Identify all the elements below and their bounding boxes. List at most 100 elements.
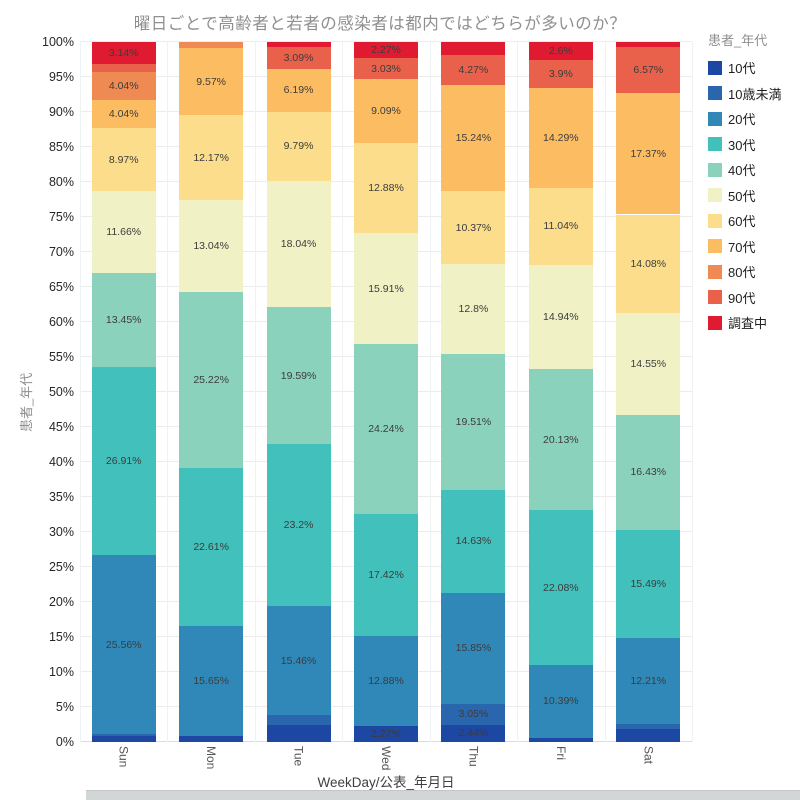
bar-segment[interactable]: 14.08% (616, 214, 681, 314)
bar-segment[interactable] (266, 725, 331, 742)
bar-segment[interactable]: 3.05% (441, 703, 506, 725)
bar-segment[interactable]: 12.17% (179, 115, 244, 201)
bar-segment[interactable]: 17.37% (616, 92, 681, 215)
bar-segment[interactable]: 26.91% (91, 366, 156, 556)
bar-segment[interactable]: 2.27% (354, 726, 418, 742)
bar-segment[interactable]: 24.24% (354, 344, 418, 515)
segment-value-label: 11.04% (543, 220, 579, 233)
y-tick-label: 10% (48, 665, 74, 679)
legend-item[interactable]: 90代 (708, 288, 798, 307)
bar-segment[interactable]: 13.04% (179, 200, 244, 292)
legend-swatch-icon (708, 60, 722, 75)
legend-item[interactable]: 30代 (708, 135, 798, 154)
bar-segment[interactable] (266, 714, 331, 726)
bar-segment[interactable]: 23.2% (266, 444, 331, 607)
bar-segment[interactable]: 15.85% (441, 592, 506, 704)
bar-segment[interactable] (528, 737, 593, 742)
bar-segment[interactable]: 14.55% (616, 313, 681, 415)
bar-segment[interactable]: 12.88% (354, 142, 418, 233)
bar-segment[interactable]: 14.29% (528, 87, 593, 188)
bar-segment[interactable]: 9.09% (354, 79, 418, 143)
segment-value-label: 19.59% (280, 369, 317, 382)
bar-segment[interactable]: 22.08% (528, 510, 593, 665)
segment-value-label: 14.08% (630, 257, 667, 270)
bar-segment[interactable]: 15.49% (616, 529, 681, 639)
bar-fri: 10.39% 22.08% 20.13% 14.94% 11.04% 14.29% 3.9%… (528, 42, 593, 742)
bar-segment[interactable]: 25.22% (179, 291, 244, 469)
bar-segment[interactable]: 18.04% (266, 180, 331, 307)
bar-segment[interactable] (616, 728, 681, 742)
x-axis-tick-labels: Sun Mon Tue Wed Thu Fri Sat (80, 746, 692, 788)
segment-value-label: 25.22% (193, 373, 229, 386)
bar-segment[interactable]: 25.56% (91, 555, 156, 735)
legend-item[interactable]: 60代 (708, 211, 798, 230)
bar-segment[interactable]: 22.61% (179, 468, 244, 627)
bar-segment[interactable] (91, 734, 156, 736)
segment-value-label: 2.27% (371, 728, 401, 741)
bar-segment[interactable] (616, 723, 681, 729)
bar-segment[interactable]: 4.27% (441, 54, 506, 85)
legend-swatch-icon (708, 290, 722, 304)
bar-segment[interactable]: 15.65% (179, 626, 244, 736)
bar-segment[interactable] (179, 42, 244, 49)
bar-segment[interactable]: 3.14% (91, 42, 156, 64)
bar-segment[interactable]: 4.04% (91, 71, 156, 101)
legend-swatch-icon (708, 315, 722, 330)
bar-segment[interactable]: 3.03% (354, 57, 418, 80)
horizontal-scrollbar[interactable] (86, 790, 800, 800)
legend-item[interactable]: 20代 (708, 109, 798, 128)
bar-segment[interactable]: 10.39% (528, 664, 593, 738)
segment-value-label: 4.04% (108, 79, 139, 92)
bar-segment[interactable]: 6.19% (266, 68, 331, 113)
segment-value-label: 15.46% (280, 654, 317, 667)
bar-segment[interactable]: 12.8% (441, 264, 506, 354)
bar-segment[interactable]: 2.44% (441, 724, 506, 742)
bar-segment[interactable]: 2.6% (528, 42, 593, 61)
y-tick-label: 45% (48, 420, 74, 434)
bar-segment[interactable]: 15.91% (354, 232, 418, 345)
legend-item[interactable]: 10歳未満 (708, 84, 798, 103)
legend-item[interactable]: 調査中 (708, 313, 798, 332)
bar-tue: 15.46% 23.2% 19.59% 18.04% 9.79% 6.19% 3.09% (266, 42, 331, 742)
bar-segment[interactable]: 11.66% (91, 191, 156, 273)
bar-segment[interactable]: 2.27% (354, 42, 418, 58)
bar-segment[interactable] (179, 735, 244, 742)
bar-segment[interactable]: 6.57% (616, 46, 681, 93)
bar-segment[interactable] (91, 735, 156, 742)
bar-segment[interactable]: 12.21% (616, 638, 681, 724)
bar-segment[interactable] (441, 42, 506, 55)
bar-segment[interactable]: 9.57% (179, 48, 244, 116)
bar-segment[interactable]: 8.97% (91, 128, 156, 192)
bar-segment[interactable] (616, 42, 681, 47)
column-divider (692, 42, 693, 742)
column-divider (517, 42, 519, 742)
segment-value-label: 3.9% (548, 67, 573, 80)
y-tick-label: 65% (48, 280, 74, 294)
bar-segment[interactable] (91, 63, 156, 72)
bar-segment[interactable]: 4.04% (91, 100, 156, 129)
bar-segment[interactable]: 19.51% (441, 353, 506, 491)
bar-segment[interactable]: 20.13% (528, 369, 593, 511)
bar-segment[interactable]: 12.88% (354, 635, 418, 727)
legend-item[interactable]: 10代 (708, 58, 798, 77)
legend-item[interactable]: 80代 (708, 262, 798, 281)
segment-value-label: 12.88% (368, 181, 404, 194)
bar-segment[interactable]: 17.42% (354, 514, 418, 636)
bar-segment[interactable]: 3.9% (528, 60, 593, 88)
bar-segment[interactable]: 19.59% (266, 306, 331, 445)
bar-segment[interactable]: 14.94% (528, 264, 593, 370)
bar-segment[interactable]: 9.79% (266, 112, 331, 181)
bar-segment[interactable]: 13.45% (91, 272, 156, 367)
bar-segment[interactable]: 10.37% (441, 191, 506, 265)
bar-segment[interactable]: 15.46% (266, 606, 331, 715)
bar-mon: 15.65% 22.61% 25.22% 13.04% 12.17% 9.57% (179, 42, 244, 742)
bar-segment[interactable]: 16.43% (616, 414, 681, 530)
legend-item[interactable]: 50代 (708, 186, 798, 205)
bar-segment[interactable]: 14.63% (441, 490, 506, 593)
bar-segment[interactable]: 15.24% (441, 84, 506, 192)
bar-segment[interactable]: 11.04% (528, 187, 593, 265)
bar-segment[interactable] (266, 42, 331, 48)
legend-item[interactable]: 40代 (708, 160, 798, 179)
legend-item[interactable]: 70代 (708, 237, 798, 256)
bar-segment[interactable]: 3.09% (266, 47, 331, 69)
